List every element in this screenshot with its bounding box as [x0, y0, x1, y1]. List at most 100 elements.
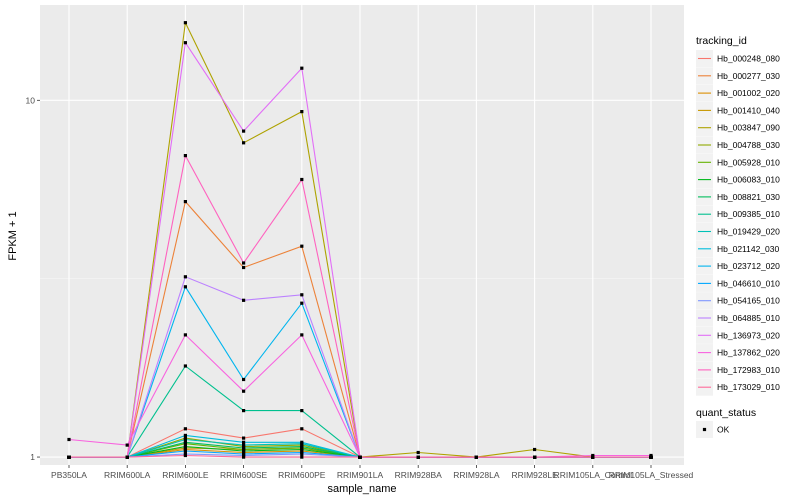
y-axis: 1 10 — [26, 95, 40, 462]
data-point — [649, 455, 653, 459]
legend-label: Hb_023712_020 — [717, 261, 780, 271]
legend-shape-entries: OK — [696, 421, 730, 438]
data-point — [300, 301, 304, 305]
data-point — [183, 333, 187, 337]
legend-label: Hb_003847_090 — [717, 123, 780, 133]
x-axis-title: sample_name — [327, 483, 396, 495]
legend-label: Hb_009385_010 — [717, 209, 780, 219]
legend-label: Hb_046610_010 — [717, 278, 780, 288]
legend-label: Hb_021142_030 — [717, 244, 780, 254]
data-point — [416, 455, 420, 459]
x-tick-label: PB350LA — [51, 470, 87, 480]
x-tick-label: RRIM600LE — [162, 470, 209, 480]
data-point — [300, 440, 304, 444]
legend-title-tracking-id: tracking_id — [696, 35, 747, 47]
grid-lines — [40, 5, 684, 465]
legend-label: Hb_136973_020 — [717, 330, 780, 340]
data-point — [183, 437, 187, 442]
data-point — [125, 443, 129, 447]
x-axis: PB350LA RRIM600LA RRIM600LE RRIM600SE RRIM60… — [51, 465, 694, 480]
data-point — [300, 293, 304, 297]
data-point — [300, 409, 304, 413]
legend-label: Hb_001410_040 — [717, 105, 780, 115]
data-point — [242, 443, 246, 447]
x-tick-label: RRIM901LA — [337, 470, 384, 480]
data-point — [183, 275, 187, 279]
legend-title-quant-status: quant_status — [696, 407, 756, 419]
data-point — [183, 200, 187, 204]
data-point — [183, 433, 187, 437]
data-point — [242, 446, 246, 450]
panel-background — [40, 5, 684, 465]
data-point — [183, 154, 187, 158]
legend-label: OK — [717, 425, 730, 435]
data-point — [300, 427, 304, 431]
data-point — [67, 437, 71, 442]
data-point — [242, 436, 246, 440]
data-point — [242, 141, 246, 145]
data-point — [242, 298, 246, 302]
legend-label: Hb_054165_010 — [717, 296, 780, 306]
legend-label: Hb_004788_030 — [717, 140, 780, 150]
data-point — [300, 447, 304, 452]
legend-label: Hb_000277_030 — [717, 71, 780, 81]
x-tick-label: RRIM928LA — [453, 470, 500, 480]
data-point — [533, 447, 537, 452]
legend-label: Hb_137862_020 — [717, 348, 780, 358]
data-point — [242, 455, 246, 459]
data-point — [183, 440, 187, 444]
data-point — [183, 21, 187, 25]
x-tick-label: RRIM928LE — [511, 470, 558, 480]
legend-label: Hb_001002_020 — [717, 88, 780, 98]
data-point — [242, 409, 246, 413]
data-point — [183, 449, 187, 453]
data-point — [183, 445, 187, 449]
data-points — [67, 21, 653, 459]
x-tick-label: RRIM600LA — [104, 470, 151, 480]
legend-label: Hb_172983_010 — [717, 365, 780, 375]
x-tick-label: RRIM600SE — [220, 470, 268, 480]
data-point — [183, 427, 187, 431]
data-point — [300, 445, 304, 449]
y-tick-label: 1 — [30, 452, 35, 462]
data-point — [300, 110, 304, 114]
data-point — [67, 455, 71, 459]
y-axis-title: FPKM + 1 — [7, 211, 19, 260]
legend-label: Hb_064885_010 — [717, 313, 780, 323]
x-tick-label: RRIM600PE — [278, 470, 326, 480]
data-point — [183, 364, 187, 368]
data-point — [358, 455, 362, 459]
data-point — [300, 177, 304, 182]
legend-label: Hb_000248_080 — [717, 54, 780, 64]
data-point — [125, 455, 129, 459]
legend-label: Hb_005928_010 — [717, 157, 780, 167]
data-point — [242, 129, 246, 133]
legend-label: Hb_019429_020 — [717, 227, 780, 237]
data-point — [591, 455, 595, 459]
x-tick-label: RRIM928BA — [395, 470, 443, 480]
data-point — [242, 440, 246, 444]
data-point — [300, 452, 304, 456]
legend: tracking_id Hb_000248_080Hb_000277_030Hb… — [696, 35, 780, 438]
data-point — [474, 455, 478, 459]
y-tick-label: 10 — [26, 95, 36, 105]
data-point — [183, 453, 187, 458]
data-point — [242, 261, 246, 265]
data-point — [533, 455, 537, 459]
legend-color-entries: Hb_000248_080 Hb_000277_030 Hb_001002_020 H… — [696, 50, 780, 396]
data-point — [183, 285, 187, 289]
data-point — [183, 41, 187, 45]
data-point — [242, 377, 246, 382]
data-point — [300, 333, 304, 337]
data-point — [300, 455, 304, 459]
data-point — [300, 244, 304, 248]
data-point — [242, 389, 246, 393]
data-point — [242, 265, 246, 270]
data-point — [300, 66, 304, 70]
data-point — [242, 449, 246, 453]
legend-label: Hb_173029_010 — [717, 382, 780, 392]
legend-key-square — [702, 427, 707, 432]
legend-label: Hb_006083_010 — [717, 175, 780, 185]
data-point — [416, 450, 420, 455]
